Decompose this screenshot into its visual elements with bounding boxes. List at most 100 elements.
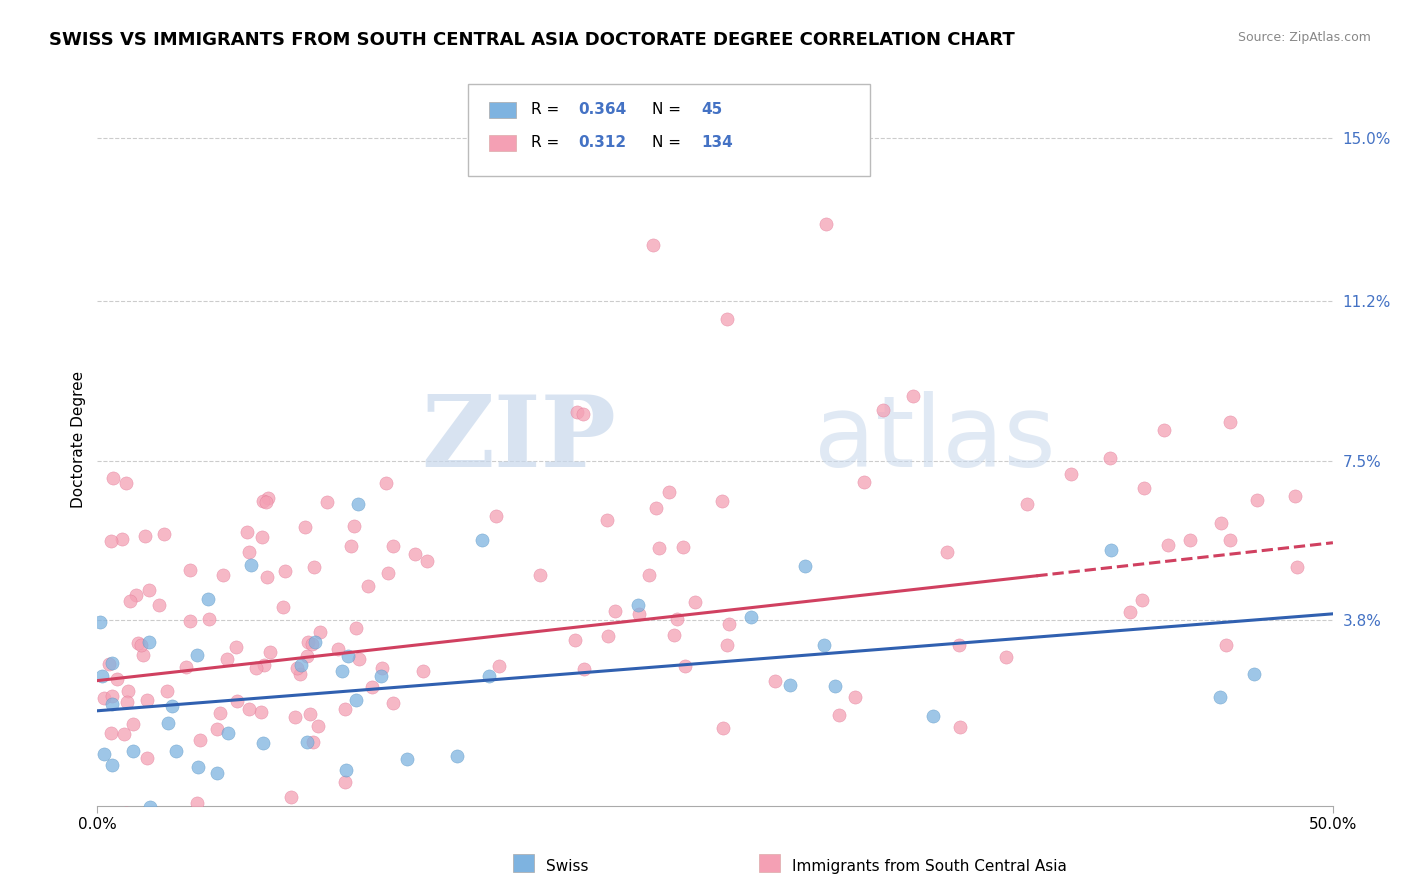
Point — [1243, 666, 1265, 681]
Point — [658, 484, 681, 499]
Point — [112, 727, 135, 741]
Point — [740, 610, 762, 624]
Point — [716, 311, 738, 326]
Point — [711, 721, 734, 735]
Point — [252, 530, 274, 544]
Point — [710, 494, 733, 508]
Point — [1284, 489, 1306, 503]
Point — [245, 661, 267, 675]
Point — [1153, 424, 1175, 438]
Point — [259, 644, 281, 658]
Point — [335, 764, 357, 778]
Point — [1015, 497, 1038, 511]
Point — [273, 564, 295, 578]
Point — [179, 615, 201, 629]
Point — [370, 669, 392, 683]
Point — [347, 497, 370, 511]
Point — [226, 694, 249, 708]
Point — [197, 612, 219, 626]
Point — [253, 658, 276, 673]
Point — [152, 527, 174, 541]
Point — [478, 669, 501, 683]
Point — [564, 632, 586, 647]
Point — [225, 640, 247, 655]
Point — [1219, 533, 1241, 548]
Point — [644, 501, 666, 516]
Point — [793, 558, 815, 573]
Point — [98, 657, 121, 672]
Point — [290, 658, 312, 673]
Point — [252, 494, 274, 508]
Point — [236, 524, 259, 539]
Point — [256, 570, 278, 584]
Point — [297, 734, 319, 748]
FancyBboxPatch shape — [489, 102, 516, 118]
Point — [1098, 450, 1121, 465]
Point — [330, 664, 353, 678]
Text: 45: 45 — [702, 102, 723, 117]
Point — [298, 707, 321, 722]
Point — [488, 659, 510, 673]
Point — [239, 558, 262, 572]
Point — [217, 725, 239, 739]
Point — [356, 579, 378, 593]
Point — [186, 796, 208, 810]
Point — [121, 744, 143, 758]
Text: 0.364: 0.364 — [578, 102, 626, 117]
Point — [361, 680, 384, 694]
Point — [138, 800, 160, 814]
Point — [485, 508, 508, 523]
Point — [342, 518, 364, 533]
Point — [101, 656, 124, 670]
Point — [156, 683, 179, 698]
Point — [124, 830, 146, 845]
Point — [1209, 690, 1232, 704]
Point — [382, 540, 405, 554]
Point — [297, 648, 319, 663]
Point — [852, 475, 875, 489]
Point — [285, 661, 308, 675]
Point — [1285, 560, 1308, 574]
Point — [337, 648, 360, 663]
Point — [288, 666, 311, 681]
Point — [828, 708, 851, 723]
Point — [844, 690, 866, 705]
Point — [638, 568, 661, 582]
Point — [377, 566, 399, 581]
Point — [100, 725, 122, 739]
Point — [89, 615, 111, 629]
Point — [91, 669, 114, 683]
Point — [948, 720, 970, 734]
Point — [249, 705, 271, 719]
Point — [672, 540, 695, 554]
Point — [205, 765, 228, 780]
Point — [763, 673, 786, 688]
Point — [412, 664, 434, 678]
Point — [315, 495, 337, 509]
Point — [596, 513, 619, 527]
Point — [627, 598, 650, 612]
Point — [135, 693, 157, 707]
Point — [101, 470, 124, 484]
Point — [1157, 538, 1180, 552]
Point — [128, 826, 150, 840]
Point — [294, 520, 316, 534]
Point — [529, 567, 551, 582]
Point — [254, 495, 277, 509]
Point — [115, 695, 138, 709]
Point — [647, 541, 669, 555]
Point — [574, 662, 596, 676]
Point — [340, 539, 363, 553]
FancyBboxPatch shape — [468, 84, 869, 176]
Point — [125, 588, 148, 602]
Point — [603, 604, 626, 618]
Point — [156, 715, 179, 730]
Point — [813, 638, 835, 652]
Point — [207, 722, 229, 736]
Text: Immigrants from South Central Asia: Immigrants from South Central Asia — [792, 859, 1067, 873]
Point — [101, 758, 124, 772]
Point — [1119, 605, 1142, 619]
Point — [446, 749, 468, 764]
Point — [304, 635, 326, 649]
Text: SWISS VS IMMIGRANTS FROM SOUTH CENTRAL ASIA DOCTORATE DEGREE CORRELATION CHART: SWISS VS IMMIGRANTS FROM SOUTH CENTRAL A… — [49, 31, 1015, 49]
